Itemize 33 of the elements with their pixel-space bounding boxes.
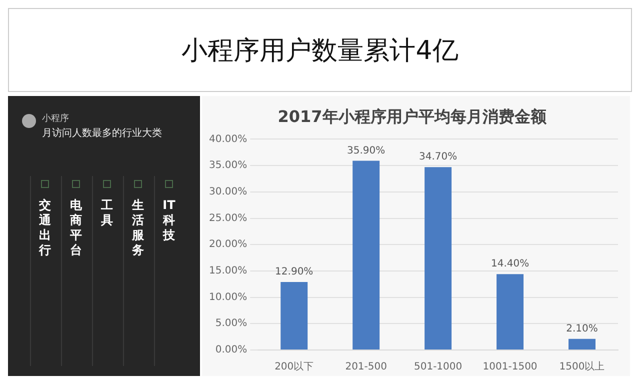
data-label: 14.40% — [490, 258, 530, 270]
text: 交通出行 — [38, 198, 52, 258]
x-tick-label: 200以下 — [274, 360, 314, 373]
bar — [568, 338, 596, 350]
bar — [424, 167, 452, 350]
bar — [280, 282, 308, 350]
data-label: 34.70% — [418, 152, 458, 163]
text: IT科技 — [162, 198, 176, 243]
text: 月访问人数最多的行业大类 — [42, 126, 162, 140]
y-tick-label: 5.00% — [215, 318, 248, 330]
chart-title: 小程序用户数量累计4亿 — [8, 8, 632, 92]
x-tick-label: 1001-1500 — [482, 362, 538, 373]
y-tick-label: 40.00% — [208, 134, 248, 145]
text: 小程序 — [42, 112, 69, 125]
y-tick-label: 25.00% — [208, 212, 248, 224]
data-label: 2.10% — [566, 324, 598, 335]
data-label: 12.90% — [275, 266, 314, 278]
y-tick-label: 15.00% — [208, 266, 248, 277]
y-tick-label: 30.00% — [208, 186, 248, 198]
text: 工具 — [100, 198, 114, 228]
x-tick-label: 201-500 — [345, 362, 387, 373]
text: 电商平台 — [69, 198, 83, 258]
x-tick-label: 1500以上 — [559, 360, 605, 373]
bar — [496, 274, 524, 350]
data-label: 35.90% — [347, 145, 386, 156]
y-tick-label: 0.00% — [215, 344, 248, 356]
bar — [352, 160, 380, 350]
text: 生活服务 — [131, 198, 145, 258]
x-tick-label: 501-1000 — [414, 362, 462, 373]
y-tick-label: 35.00% — [208, 160, 248, 172]
y-tick-label: 20.00% — [208, 239, 248, 250]
y-tick-label: 10.00% — [208, 292, 248, 303]
chart-subtitle: 2017年小程序用户平均每月消费金额 — [278, 106, 548, 126]
